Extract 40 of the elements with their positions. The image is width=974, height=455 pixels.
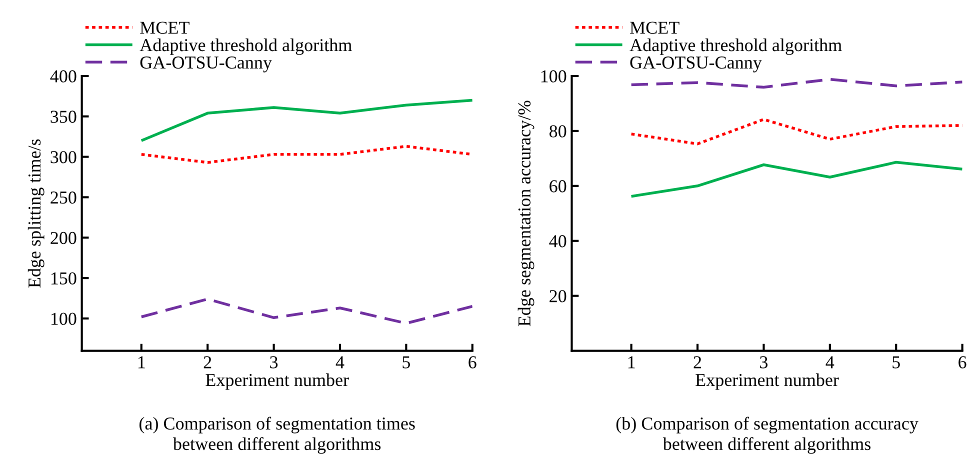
text: (b) Comparison of segmentation accuracy between different algorithms [616, 416, 918, 454]
x-axis-title: Experiment number [206, 373, 349, 390]
x-tick-label: 1 [628, 356, 635, 368]
y-tick-label: 20 [550, 290, 566, 302]
y-tick-label: 300 [50, 151, 76, 164]
legend-label: GA-OTSU-Canny [630, 56, 762, 72]
legend-label: GA-OTSU-Canny [140, 56, 272, 72]
y-tick-label: 80 [550, 125, 566, 138]
y-axis-title: Edge segmentation accuracy/% [518, 100, 534, 326]
x-tick-label: 3 [760, 356, 768, 368]
y-tick-label: 150 [51, 272, 76, 284]
line-series [630, 78, 962, 89]
x-axis-title: Experiment number [696, 373, 839, 390]
text: (a) Comparison of segmentation times between different algorithms [139, 416, 415, 454]
y-tick-label: 400 [50, 70, 76, 82]
y-tick-label: 40 [549, 235, 566, 248]
x-tick-label: 4 [826, 356, 834, 368]
y-tick-label: 350 [50, 110, 76, 123]
line-series [630, 160, 962, 198]
y-tick-label: 100 [51, 312, 76, 325]
line-series [140, 298, 472, 325]
x-tick-label: 6 [468, 356, 476, 368]
line-series [140, 98, 472, 142]
y-tick-label: 60 [550, 180, 566, 192]
y-tick-label: 250 [50, 191, 76, 204]
x-tick-label: 4 [336, 356, 344, 368]
legend-label: MCET [140, 22, 190, 34]
x-tick-label: 5 [892, 356, 900, 368]
x-tick-label: 2 [694, 356, 702, 368]
x-tick-label: 1 [138, 356, 145, 368]
x-tick-label: 6 [958, 356, 966, 368]
x-tick-label: 2 [204, 356, 212, 368]
legend-label: MCET [630, 22, 680, 34]
y-tick-label: 200 [50, 232, 76, 244]
legend-label: Adaptive threshold algorithm [140, 38, 352, 55]
legend-label: Adaptive threshold algorithm [630, 38, 842, 55]
x-tick-label: 5 [402, 356, 410, 368]
x-tick-label: 3 [270, 356, 278, 368]
y-axis-title: Edge splitting time/s [28, 139, 44, 288]
y-tick-label: 100 [541, 70, 566, 82]
